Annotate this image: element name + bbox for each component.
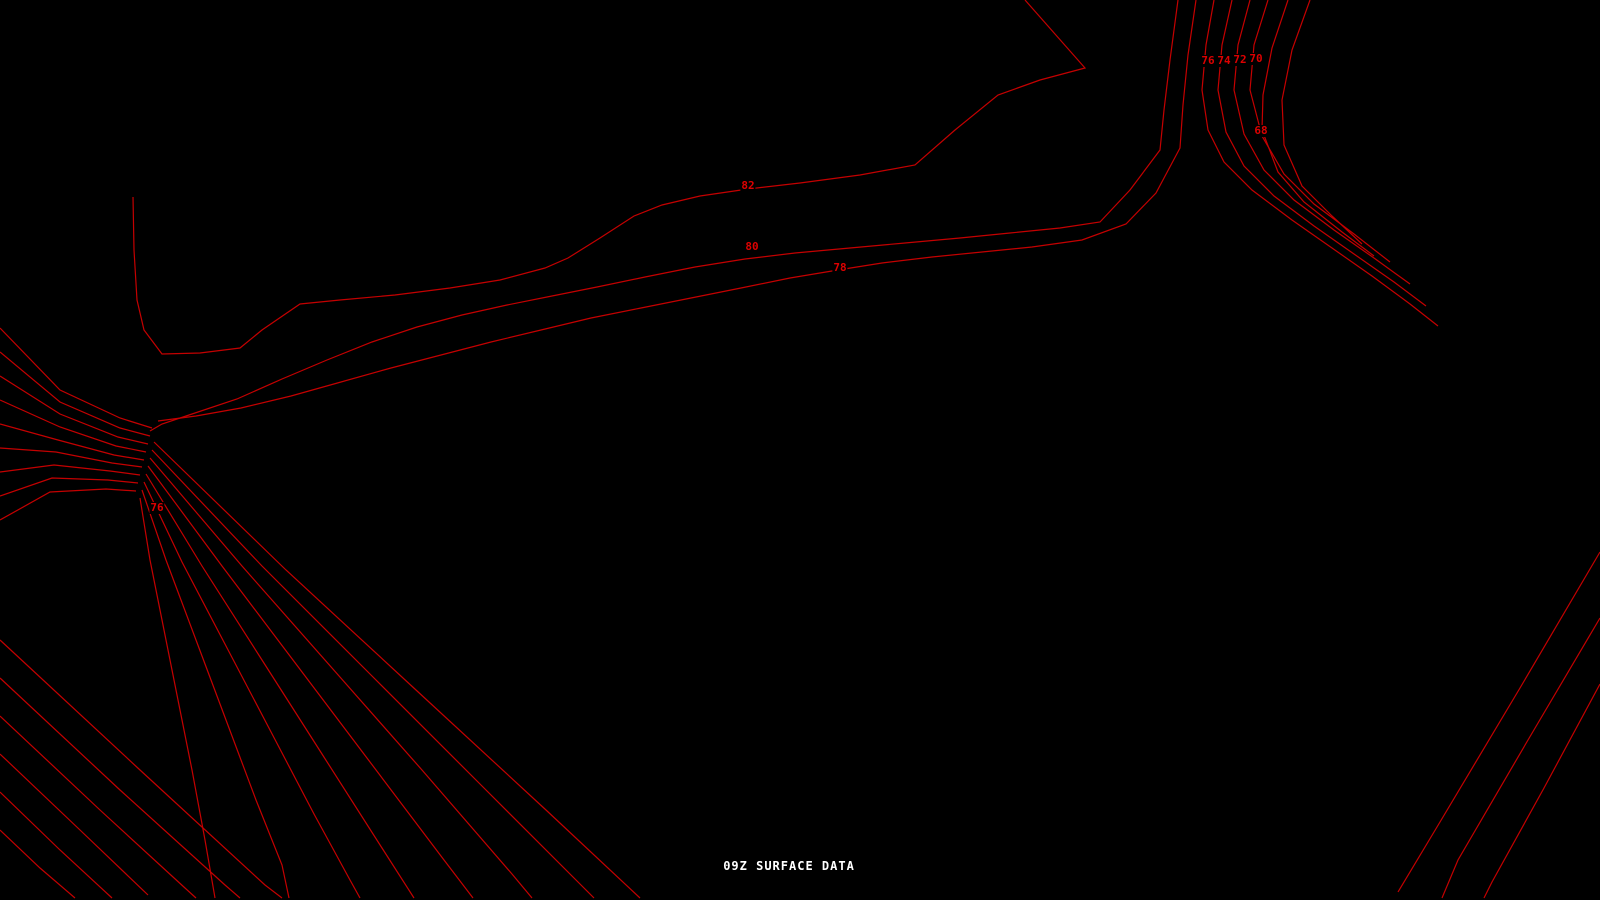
- contour-label-80: 80: [744, 240, 760, 253]
- contour-line: [0, 464, 141, 476]
- contour-line: [145, 473, 415, 899]
- contour-label-68: 68: [1253, 124, 1269, 137]
- contour-line: [1483, 683, 1600, 899]
- contour-label-72: 72: [1232, 53, 1248, 66]
- contour-line: [0, 753, 149, 896]
- contour-line: [0, 829, 76, 899]
- contour-line: [0, 423, 145, 461]
- contour-line: [141, 489, 290, 899]
- contour-line: [1397, 551, 1600, 893]
- contour-line: [143, 481, 361, 899]
- contour-line: [0, 351, 151, 437]
- contour-label-74: 74: [1216, 54, 1232, 67]
- contour-line: [0, 375, 149, 445]
- contour-line: [0, 715, 197, 899]
- contour-label-70: 70: [1248, 52, 1264, 65]
- contour-line: [0, 639, 283, 899]
- contour-label-78: 78: [832, 261, 848, 274]
- contour-label-76: 76: [149, 501, 165, 514]
- contour-line-76: [139, 497, 216, 899]
- contour-line-66: [1281, 0, 1363, 245]
- contour-line: [0, 327, 153, 429]
- contour-line: [149, 457, 533, 899]
- contour-line: [153, 441, 641, 899]
- contour-line-80: [149, 0, 1179, 432]
- map-title: 09Z SURFACE DATA: [723, 859, 855, 873]
- contour-label-76: 76: [1200, 54, 1216, 67]
- contour-line: [1441, 617, 1600, 899]
- contour-line: [0, 447, 143, 468]
- contour-line-74: [1217, 0, 1427, 307]
- contour-line: [0, 488, 137, 521]
- contour-line-76: [1201, 0, 1439, 327]
- contour-line-82: [132, 0, 1087, 355]
- contour-line-70: [1249, 0, 1391, 263]
- contour-line: [0, 677, 241, 899]
- contour-line: [0, 399, 147, 453]
- contour-line: [151, 449, 595, 899]
- contour-line-68: [1261, 0, 1375, 257]
- contour-line: [0, 791, 113, 899]
- contour-line: [0, 477, 139, 497]
- contour-line: [147, 465, 474, 899]
- contour-line-78: [157, 0, 1197, 422]
- contour-label-82: 82: [740, 179, 756, 192]
